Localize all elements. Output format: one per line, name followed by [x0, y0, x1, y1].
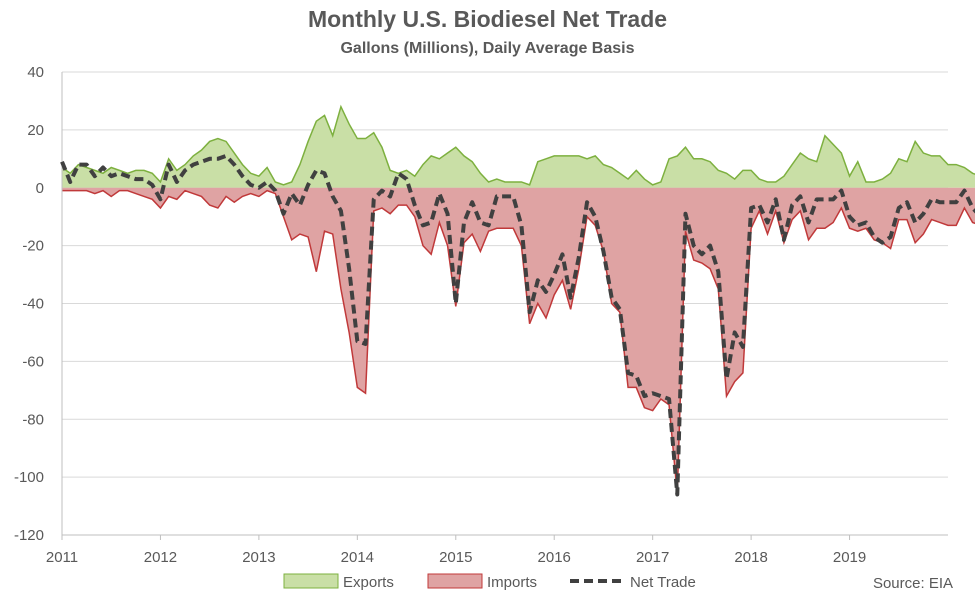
imports-area — [62, 187, 975, 495]
net-trade-line — [60, 153, 975, 497]
y-tick-label: -80 — [22, 411, 44, 428]
y-tick-label: 20 — [27, 122, 44, 139]
y-tick-labels: 40 20 0 -20 -40 -60 -80 -100 -120 — [14, 64, 44, 544]
x-tick-label: 2012 — [144, 549, 177, 566]
exports-area — [62, 106, 975, 188]
legend-imports-swatch — [427, 573, 483, 589]
legend-net-trade-label: Net Trade — [630, 574, 696, 591]
legend-exports: Exports — [283, 573, 394, 591]
source-note: Source: EIA — [872, 575, 953, 592]
y-tick-label: 40 — [27, 64, 44, 81]
chart-title: Monthly U.S. Biodiesel Net Trade — [307, 6, 668, 32]
imports-outline — [62, 189, 975, 495]
x-tick-label: 2014 — [341, 549, 374, 566]
area-series — [61, 104, 975, 495]
x-tick-label: 2017 — [636, 549, 669, 566]
legend-imports-label: Imports — [487, 574, 537, 591]
x-tick-label: 2013 — [242, 549, 275, 566]
y-tick-label: -60 — [22, 353, 44, 370]
x-tick-label: 2018 — [734, 549, 767, 566]
legend-exports-label: Exports — [343, 574, 394, 591]
legend-net-trade: Net Trade — [570, 574, 696, 591]
x-tick-label: 2019 — [833, 549, 866, 566]
y-tick-label: 0 — [36, 180, 44, 197]
exports-outline — [61, 104, 975, 186]
axes — [61, 72, 948, 536]
x-tick-labels: 2011 2012 2013 2014 2015 2016 2017 2018 2019 — [46, 535, 866, 566]
x-tick-label: 2016 — [538, 549, 571, 566]
legend: Exports Imports Net Trade — [283, 573, 696, 591]
legend-imports: Imports — [427, 573, 537, 591]
legend-exports-swatch — [283, 573, 339, 589]
grid-lines — [62, 71, 948, 536]
y-tick-label: -120 — [14, 527, 44, 544]
x-tick-label: 2011 — [46, 549, 78, 566]
y-tick-label: -20 — [22, 238, 44, 255]
x-tick-label: 2015 — [439, 549, 472, 566]
chart-subtitle: Gallons (Millions), Daily Average Basis — [340, 40, 635, 57]
line-series — [60, 153, 975, 497]
y-tick-label: -40 — [22, 296, 44, 313]
y-tick-label: -100 — [14, 469, 44, 486]
